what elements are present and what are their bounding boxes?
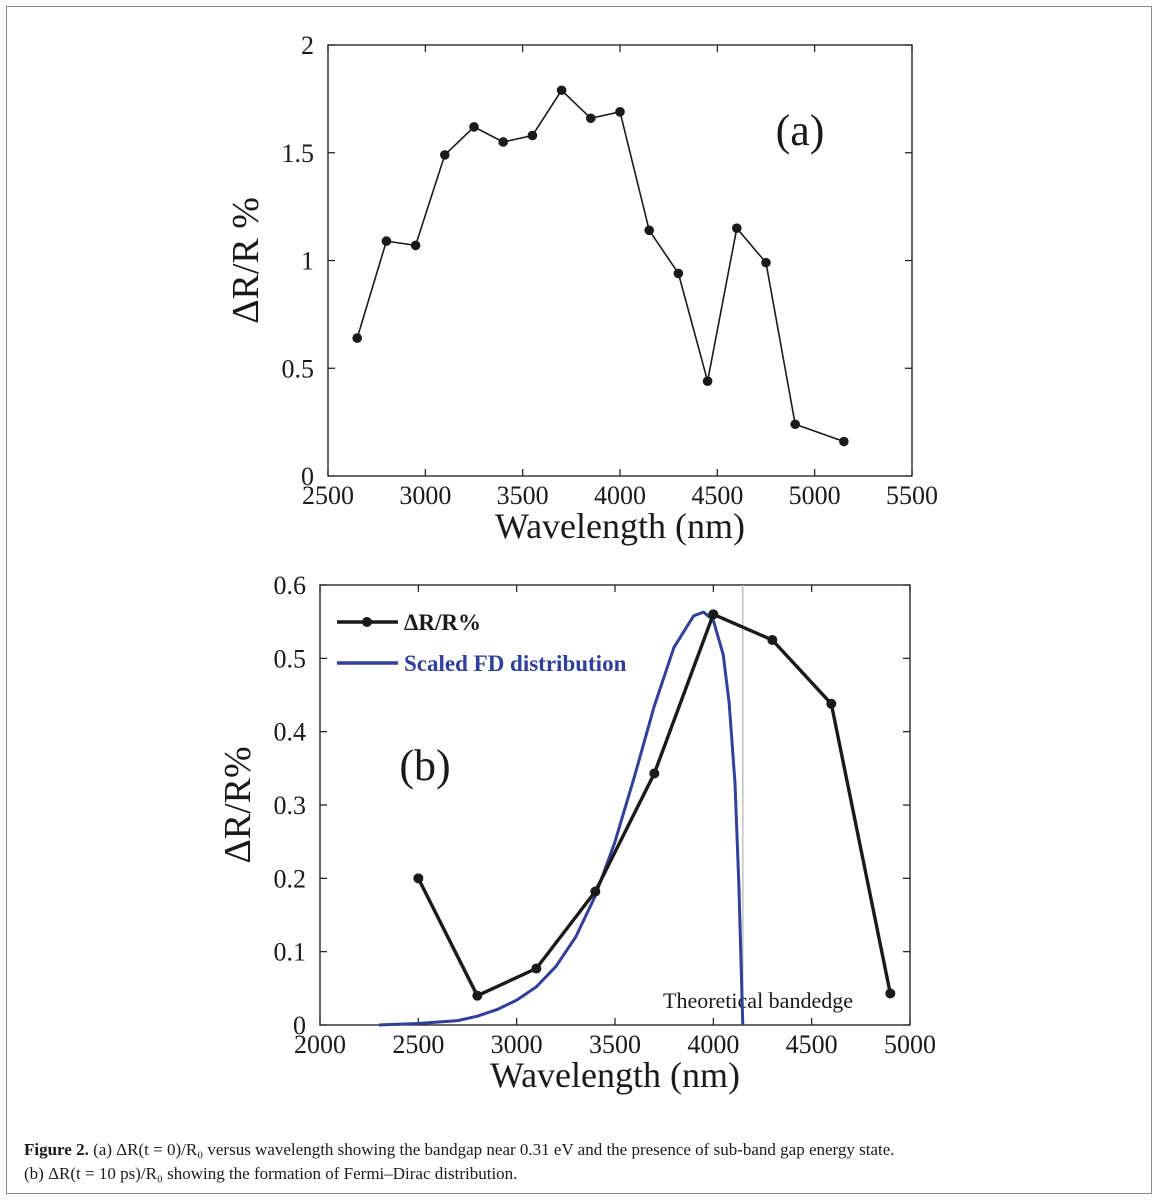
y-tick-label: 0.5 <box>274 644 307 673</box>
x-tick-label: 4000 <box>594 481 646 510</box>
x-tick-label: 3000 <box>399 481 451 510</box>
caption-label: Figure 2. <box>24 1140 89 1159</box>
data-point <box>498 137 509 147</box>
series-line <box>356 89 845 443</box>
x-axis-label: Wavelength (nm) <box>490 1055 740 1095</box>
dr-data-point <box>472 990 483 1001</box>
data-point <box>615 107 625 117</box>
bandedge-annotation: Theoretical bandedge <box>663 988 853 1013</box>
data-point <box>644 225 654 236</box>
data-point <box>761 257 771 268</box>
x-tick-label: 2500 <box>392 1030 444 1059</box>
fd-distribution-curve <box>378 610 745 1027</box>
data-point <box>410 240 421 251</box>
data-point <box>702 376 713 386</box>
x-tick-label: 3500 <box>589 1030 641 1059</box>
panel-label: (a) <box>776 106 825 155</box>
x-tick-label: 4500 <box>691 481 743 510</box>
data-point <box>381 236 392 246</box>
dr-data-point <box>413 873 424 884</box>
panel-label: (b) <box>399 741 450 790</box>
y-tick-label: 2 <box>301 31 314 60</box>
y-tick-label: 0 <box>293 1011 306 1040</box>
x-tick-label: 2000 <box>294 1030 346 1059</box>
data-point <box>790 419 800 430</box>
data-point <box>527 130 538 141</box>
figure-caption: Figure 2. (a) ΔR(t = 0)/R₀ versus wavele… <box>24 1138 1134 1186</box>
dr-data-point <box>531 963 542 974</box>
chart-a: 2500 3000 3500 4000 4500 5000 5500 0 0.5 1 1.5 2 Wav… <box>225 31 938 546</box>
y-axis-label: ΔR/R % <box>225 197 267 324</box>
x-tick-label: 5000 <box>884 1030 936 1059</box>
data-point <box>440 150 450 160</box>
y-tick-label: 0.5 <box>282 354 315 383</box>
chart-b: 2000 2500 3000 3500 4000 4500 5000 0 0.1 0.2 0.3 0.… <box>217 571 936 1095</box>
y-tick-label: 1.5 <box>282 139 315 168</box>
y-tick-label: 0.4 <box>274 718 307 747</box>
x-tick-label: 2500 <box>302 481 354 510</box>
y-tick-label: 0 <box>301 462 314 491</box>
dr-data-point <box>708 609 719 620</box>
figure-frame <box>6 6 1152 1194</box>
dr-data-point <box>649 768 660 779</box>
dr-data-point <box>826 698 837 709</box>
x-tick-label: 5500 <box>886 481 938 510</box>
data-point <box>586 113 596 124</box>
caption-line-2: (b) ΔR(t = 10 ps)/R₀ showing the formati… <box>24 1164 518 1183</box>
x-tick-label: 3000 <box>491 1030 543 1059</box>
x-tick-label: 5000 <box>789 481 841 510</box>
legend-label-fd: Scaled FD distribution <box>404 651 627 676</box>
y-tick-label: 0.2 <box>274 864 307 893</box>
data-point <box>556 85 567 96</box>
legend-marker-dr <box>362 617 372 627</box>
y-tick-label: 1 <box>301 247 314 276</box>
x-axis-label: Wavelength (nm) <box>495 506 745 546</box>
x-tick-label: 4000 <box>687 1030 739 1059</box>
caption-line-1: (a) ΔR(t = 0)/R₀ versus wavelength showi… <box>93 1140 895 1159</box>
y-axis-label: ΔR/R% <box>217 746 259 863</box>
x-tick-label: 3500 <box>497 481 549 510</box>
dr-data-point <box>590 886 601 897</box>
y-tick-label: 0.1 <box>274 938 307 967</box>
data-point <box>469 122 479 132</box>
data-point <box>352 333 363 343</box>
legend: ΔR/R% Scaled FD distribution <box>337 610 627 676</box>
legend-label-dr: ΔR/R% <box>404 610 481 635</box>
data-point <box>673 268 684 279</box>
data-point <box>732 223 742 233</box>
y-tick-label: 0.6 <box>274 571 307 600</box>
dr-data-point <box>767 635 778 645</box>
x-tick-label: 4500 <box>786 1030 838 1059</box>
dr-data-point <box>885 988 896 999</box>
y-tick-label: 0.3 <box>274 791 307 820</box>
data-point <box>839 436 849 447</box>
